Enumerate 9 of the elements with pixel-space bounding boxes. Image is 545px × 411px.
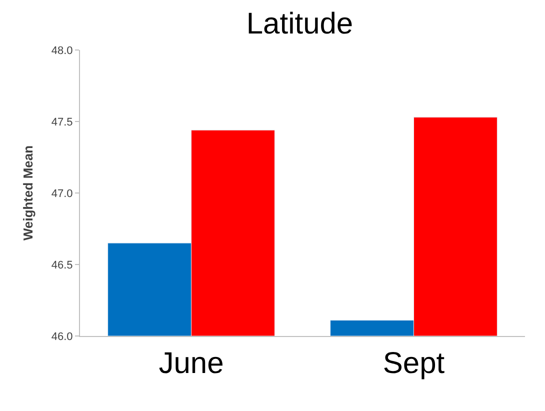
- y-tick-label: 46.0: [51, 330, 73, 343]
- x-tick-label: June: [158, 347, 224, 380]
- y-tick-label: 48.0: [51, 44, 73, 57]
- y-tick-label: 47.0: [51, 188, 73, 200]
- y-axis-title: Weighted Mean: [20, 145, 36, 241]
- chart-title: Latitude: [246, 7, 354, 40]
- y-tick-label: 46.5: [51, 259, 73, 272]
- y-tick-label: 47.5: [51, 116, 73, 128]
- x-tick-label: Sept: [382, 347, 446, 380]
